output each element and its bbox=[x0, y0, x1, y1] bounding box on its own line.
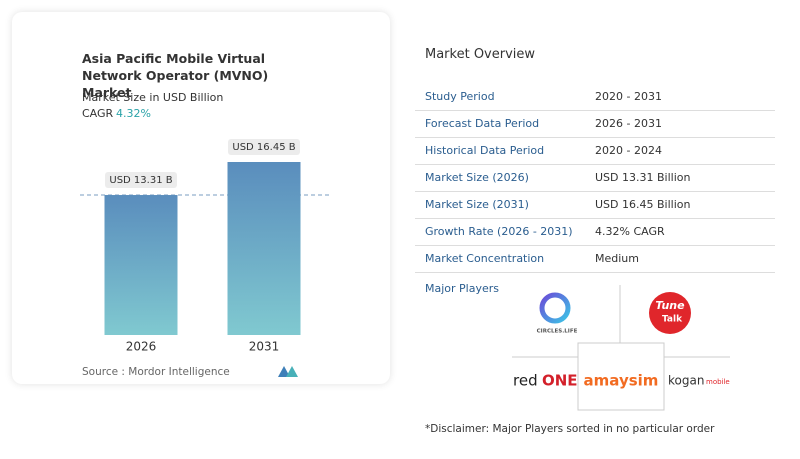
x-tick-label: 2031 bbox=[249, 340, 280, 354]
cagr-label: CAGR bbox=[82, 107, 114, 120]
chart: USD 13.31 B 2026 USD 16.45 B 2031 bbox=[80, 139, 330, 354]
players-title: Major Players bbox=[425, 282, 499, 295]
logo-text: kogan bbox=[668, 374, 704, 388]
logo-text: amaysim bbox=[584, 372, 659, 390]
x-tick-label: 2026 bbox=[126, 340, 157, 354]
source: Source : Mordor Intelligence bbox=[82, 366, 230, 378]
chart-subtitle: Market Size in USD Billion bbox=[82, 91, 224, 104]
logo-text: Tune bbox=[655, 299, 685, 312]
row-label: Study Period bbox=[425, 90, 495, 103]
cagr-value: 4.32% bbox=[116, 107, 151, 120]
logo-text: red bbox=[513, 372, 538, 390]
row-value: 2020 - 2024 bbox=[595, 144, 662, 157]
row-label: Forecast Data Period bbox=[425, 117, 539, 130]
value-label: USD 16.45 B bbox=[232, 142, 295, 153]
chart-title: Asia Pacific Mobile Virtual Network Oper… bbox=[82, 51, 269, 100]
row-label: Growth Rate (2026 - 2031) bbox=[425, 225, 573, 238]
overview-title: Market Overview bbox=[425, 47, 536, 62]
value-label: USD 13.31 B bbox=[109, 175, 172, 186]
row-label: Market Concentration bbox=[425, 252, 544, 265]
row-value: USD 13.31 Billion bbox=[595, 171, 690, 184]
row-value: USD 16.45 Billion bbox=[595, 198, 690, 211]
logo-text: CIRCLES.LIFE bbox=[537, 329, 578, 335]
players-grid bbox=[512, 285, 730, 411]
row-value: Medium bbox=[595, 252, 639, 265]
value-label-box bbox=[228, 139, 300, 155]
logo-text: Talk bbox=[662, 315, 683, 325]
row-label: Market Size (2026) bbox=[425, 171, 529, 184]
disclaimer: *Disclaimer: Major Players sorted in no … bbox=[425, 423, 715, 435]
chart-card bbox=[12, 12, 390, 384]
logo-text: ONE bbox=[542, 372, 578, 390]
row-label: Market Size (2031) bbox=[425, 198, 529, 211]
logo-text: mobile bbox=[706, 378, 730, 386]
row-value: 2026 - 2031 bbox=[595, 117, 662, 130]
bar bbox=[104, 195, 178, 335]
bar bbox=[227, 162, 301, 335]
row-value: 4.32% CAGR bbox=[595, 225, 665, 238]
overview-table: Study Period 2020 - 2031 Forecast Data Per… bbox=[415, 90, 775, 273]
value-label-box bbox=[105, 172, 177, 189]
mi-logo bbox=[278, 366, 298, 377]
row-label: Historical Data Period bbox=[425, 144, 544, 157]
logos: CIRCLES.LIFE Tune Talk red ONE amaysim kogan mo… bbox=[513, 299, 730, 390]
row-value: 2020 - 2031 bbox=[595, 90, 662, 103]
